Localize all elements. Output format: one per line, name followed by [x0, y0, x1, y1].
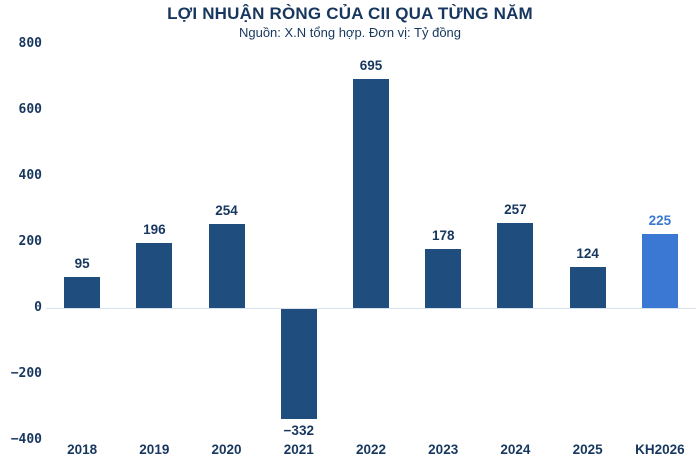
y-axis-tick-label: 400	[18, 168, 42, 183]
bar-value-label: 95	[74, 255, 90, 271]
bar-group-2018: 95 2018	[46, 0, 118, 462]
bar-value-label: 178	[431, 228, 455, 244]
bar-group-2021: −332 2021	[263, 0, 335, 462]
y-axis-tick-label: 200	[18, 234, 42, 249]
x-axis-label-KH2026: KH2026	[635, 442, 685, 457]
plot-area: 95 2018 196 2019 254 2020 −332 2021 695 2022 178 20…	[46, 0, 696, 462]
bar-group-2019: 196 2019	[118, 0, 190, 462]
bar-2022	[352, 78, 389, 308]
y-axis-tick-label: 800	[18, 36, 42, 51]
x-axis-label-2021: 2021	[283, 442, 314, 457]
bar-group-2023: 178 2023	[407, 0, 479, 462]
x-axis-label-2020: 2020	[211, 442, 242, 457]
bar-group-2022: 695 2022	[335, 0, 407, 462]
bar-2021	[280, 309, 317, 419]
chart-subtitle: Nguồn: X.N tổng hợp. Đơn vị: Tỷ đồng	[238, 25, 462, 40]
y-axis: 800 600 400 200 0 −200 −400	[0, 0, 42, 462]
x-axis-label-2024: 2024	[500, 442, 531, 457]
x-axis-label-2019: 2019	[139, 442, 170, 457]
bar-group-2024: 257 2024	[479, 0, 551, 462]
bar-value-label: 695	[359, 57, 383, 73]
bar-group-KH2026: 225 KH2026	[624, 0, 696, 462]
y-axis-tick-label: −400	[10, 432, 42, 447]
bar-2023	[425, 249, 462, 308]
bar-2018	[64, 276, 101, 308]
x-axis-label-2025: 2025	[572, 442, 603, 457]
x-axis-label-2018: 2018	[67, 442, 98, 457]
bar-2019	[136, 243, 173, 308]
bar-value-label: −332	[283, 422, 314, 438]
bar-2025	[569, 267, 606, 308]
y-axis-tick-label: −200	[10, 366, 42, 381]
bar-value-label: 196	[143, 222, 166, 238]
zero-baseline	[46, 308, 696, 309]
y-axis-tick-label: 600	[18, 102, 42, 117]
bar-2024	[497, 223, 534, 308]
x-axis-label-2022: 2022	[355, 442, 386, 457]
bar-group-2025: 124 2025	[552, 0, 624, 462]
bar-group-2020: 254 2020	[190, 0, 262, 462]
bar-value-label: 257	[504, 202, 527, 218]
x-axis-label-2023: 2023	[428, 442, 459, 457]
bar-value-label: 225	[648, 212, 672, 228]
chart-title: LỢI NHUẬN RÒNG CỦA CII QUA TỪNG NĂM	[167, 4, 533, 23]
bar-2020	[208, 224, 245, 308]
bar-KH2026	[641, 233, 678, 308]
bar-value-label: 254	[215, 203, 238, 219]
bar-series: 95 2018 196 2019 254 2020 −332 2021 695 2022 178 20…	[46, 0, 696, 462]
bar-value-label: 124	[576, 246, 599, 262]
y-axis-tick-label: 0	[34, 300, 42, 315]
